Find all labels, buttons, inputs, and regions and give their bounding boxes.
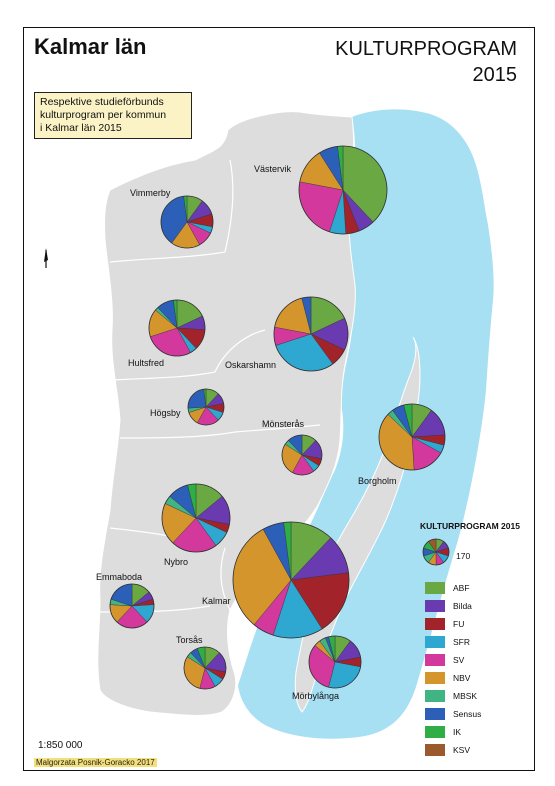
legend-swatch [425, 690, 445, 702]
pie-torsas [183, 646, 227, 690]
legend-title: KULTURPROGRAM 2015 [420, 521, 520, 531]
legend-swatch [425, 672, 445, 684]
legend-swatch [425, 654, 445, 666]
legend-label: IK [453, 727, 462, 737]
pie-oskarshamn [273, 296, 349, 372]
pie-monsteras [281, 434, 323, 476]
legend-swatch [425, 582, 445, 594]
municipality-label-emmaboda: Emmaboda [96, 572, 142, 582]
legend-label: MBSK [453, 691, 478, 701]
municipality-label-borgholm: Borgholm [358, 476, 397, 486]
pie-outline [232, 521, 350, 639]
pie-outline [183, 646, 227, 690]
pie-outline [281, 434, 323, 476]
pie-hultsfred [148, 299, 206, 357]
legend-item-sfr: SFR [425, 636, 470, 648]
legend-item-nbv: NBV [425, 672, 470, 684]
pie-outline [378, 403, 446, 471]
legend-label: ABF [453, 583, 470, 593]
pie-nybro [161, 483, 231, 553]
county-title: Kalmar län [34, 34, 147, 59]
municipality-label-oskarshamn: Oskarshamn [225, 360, 276, 370]
pie-outline [109, 583, 155, 629]
pie-outline [308, 635, 362, 689]
description-box: Respektive studieförbunds kulturprogram … [34, 92, 192, 139]
legend-item-sv: SV [425, 654, 464, 666]
municipality-label-hogsby: Högsby [150, 408, 181, 418]
pie-kalmar [232, 521, 350, 639]
pie-vastervik [298, 145, 388, 235]
legend-swatch [425, 726, 445, 738]
legend-label: NBV [453, 673, 471, 683]
municipality-label-morbylanga: Mörbylånga [292, 691, 339, 701]
north-arrow [44, 248, 48, 268]
pie-outline [161, 483, 231, 553]
legend-swatch [425, 708, 445, 720]
pie-emmaboda [109, 583, 155, 629]
pie-outline [298, 145, 388, 235]
credit-label: Malgorzata Posnik-Goracko 2017 [34, 758, 157, 767]
legend-label: FU [453, 619, 465, 629]
legend-label: Bilda [453, 601, 472, 611]
description-line-3: i Kalmar län 2015 [40, 122, 122, 134]
legend-item-ik: IK [425, 726, 461, 738]
legend-swatch [425, 636, 445, 648]
legend-label: SV [453, 655, 465, 665]
legend-label: SFR [453, 637, 470, 647]
legend-item-fu: FU [425, 618, 464, 630]
legend-swatch [425, 600, 445, 612]
pie-outline [422, 538, 450, 566]
pie-outline [273, 296, 349, 372]
legend-label: Sensus [453, 709, 482, 719]
legend-item-abf: ABF [425, 582, 470, 594]
municipality-label-nybro: Nybro [164, 557, 188, 567]
pie-morbylanga [308, 635, 362, 689]
legend-label: KSV [453, 745, 471, 755]
legend-item-sensus: Sensus [425, 708, 481, 720]
municipality-label-vimmerby: Vimmerby [130, 188, 171, 198]
main-title: KULTURPROGRAM 2015 [335, 36, 517, 88]
pie-outline [187, 388, 225, 426]
pie-legend-reference [422, 538, 450, 566]
pie-vimmerby [160, 195, 214, 249]
municipality-label-torsas: Torsås [176, 635, 203, 645]
legend-swatch [425, 744, 445, 756]
main-title-line-2: 2015 [472, 64, 518, 86]
scale-label: 1:850 000 [38, 740, 83, 751]
legend-item-ksv: KSV [425, 744, 470, 756]
pie-charts: Västervik Vimmerby Hultsfred Oskarshamn Högs… [96, 145, 450, 701]
pie-outline [160, 195, 214, 249]
municipality-label-hultsfred: Hultsfred [128, 358, 164, 368]
legend-item-bilda: Bilda [425, 600, 472, 612]
legend-swatch [425, 618, 445, 630]
legend-reference-value: 170 [456, 551, 471, 561]
description-line-1: Respektive studieförbunds [40, 96, 164, 108]
municipality-label-kalmar: Kalmar [202, 596, 231, 606]
municipality-label-vastervik: Västervik [254, 164, 292, 174]
legend-item-mbsk: MBSK [425, 690, 477, 702]
pie-borgholm [378, 403, 446, 471]
pie-hogsby [187, 388, 225, 426]
municipality-label-monsteras: Mönsterås [262, 419, 305, 429]
description-line-2: kulturprogram per kommun [40, 109, 167, 121]
main-title-line-1: KULTURPROGRAM [335, 38, 517, 60]
pie-outline [148, 299, 206, 357]
